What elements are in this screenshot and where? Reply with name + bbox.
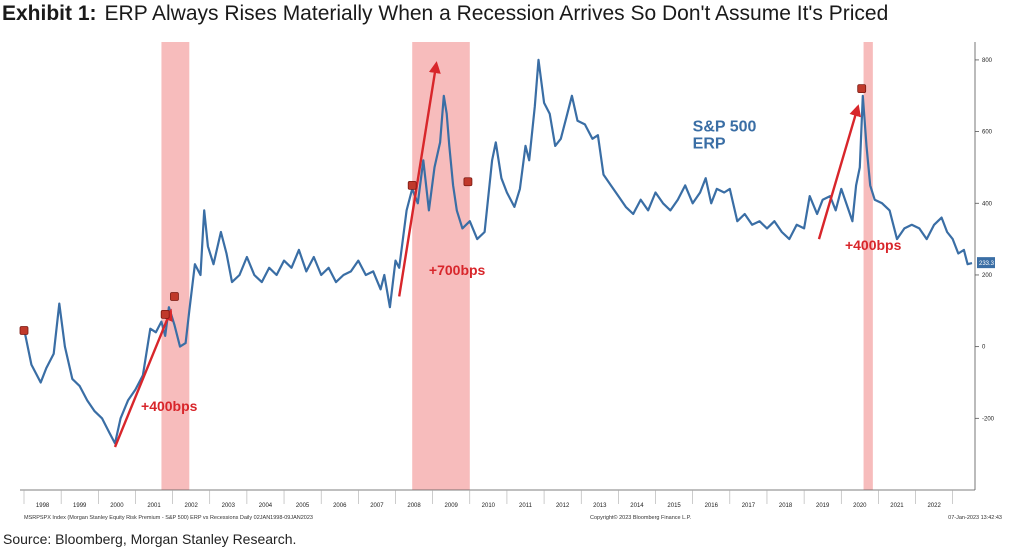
title-text: ERP Always Rises Materially When a Reces… (104, 2, 889, 25)
x-tick-label-5: 2003 (222, 503, 236, 509)
erp-series-line (22, 58, 973, 445)
x-tick-label-4: 2002 (184, 503, 198, 509)
event-marker-1 (19, 326, 29, 335)
x-tick-label-21: 2019 (816, 503, 830, 509)
recession-band-3 (863, 42, 873, 490)
x-tick-label-13: 2011 (519, 503, 533, 509)
arrow-label-1: +400bps (141, 398, 198, 414)
x-tick-label-23: 2021 (890, 503, 904, 509)
event-marker-5 (463, 177, 473, 187)
x-tick-label-7: 2005 (296, 503, 310, 509)
x-tick-label-6: 2004 (259, 503, 273, 509)
arrow-2 (398, 61, 441, 297)
footer-left-text: MSRPSPX Index (Morgan Stanley Equity Ris… (24, 515, 313, 521)
x-tick-label-11: 2009 (445, 503, 459, 509)
chart-title: Exhibit 1: ERP Always Rises Materially Wh… (2, 2, 888, 26)
x-tick-label-3: 2001 (147, 503, 161, 509)
x-tick-label-10: 2008 (407, 503, 421, 509)
exhibit-label: Exhibit 1: (2, 2, 97, 25)
x-tick-label-14: 2012 (556, 503, 570, 509)
arrow-1 (113, 308, 173, 448)
x-tick-label-24: 2022 (927, 503, 941, 509)
last-value-label: 233.3 (979, 261, 995, 267)
y-tick-label-1: 600 (982, 130, 993, 136)
footer-right-text: 07-Jan-2023 13:42:43 (948, 515, 1002, 521)
recession-band-1 (161, 42, 190, 490)
y-tick-label-5: -200 (982, 416, 995, 422)
event-marker-2 (160, 309, 170, 319)
x-tick-label-0: 1998 (36, 503, 50, 509)
source-note: Source: Bloomberg, Morgan Stanley Resear… (3, 531, 297, 547)
x-tick-label-8: 2006 (333, 503, 347, 509)
x-tick-label-9: 2007 (370, 503, 384, 509)
x-tick-label-16: 2014 (630, 503, 644, 509)
x-tick-label-22: 2020 (853, 503, 867, 509)
last-value-tag (977, 257, 995, 269)
x-tick-label-1: 1999 (73, 503, 87, 509)
event-marker-6 (857, 84, 867, 93)
series-label-line-2: ERP (693, 136, 726, 153)
x-tick-label-19: 2017 (742, 503, 756, 509)
x-tick-label-18: 2016 (705, 503, 719, 509)
series-label-line-1: S&P 500 (693, 119, 757, 136)
x-tick-label-2: 2000 (110, 503, 124, 509)
arrow-label-2: +700bps (429, 262, 486, 278)
y-tick-label-3: 200 (982, 273, 993, 279)
x-tick-label-17: 2015 (667, 503, 681, 509)
y-tick-label-0: 800 (982, 58, 993, 64)
arrow-label-3: +400bps (845, 237, 902, 253)
x-tick-label-12: 2010 (482, 503, 496, 509)
event-marker-4 (407, 180, 417, 190)
event-marker-3 (170, 292, 179, 301)
y-tick-label-2: 400 (982, 201, 993, 207)
y-tick-label-4: 0 (982, 345, 986, 351)
x-tick-label-20: 2018 (779, 503, 793, 509)
arrow-3 (817, 104, 862, 240)
recession-band-2 (412, 42, 470, 490)
x-tick-label-15: 2013 (593, 503, 607, 509)
footer-center-text: Copyright© 2023 Bloomberg Finance L.P. (590, 514, 692, 521)
